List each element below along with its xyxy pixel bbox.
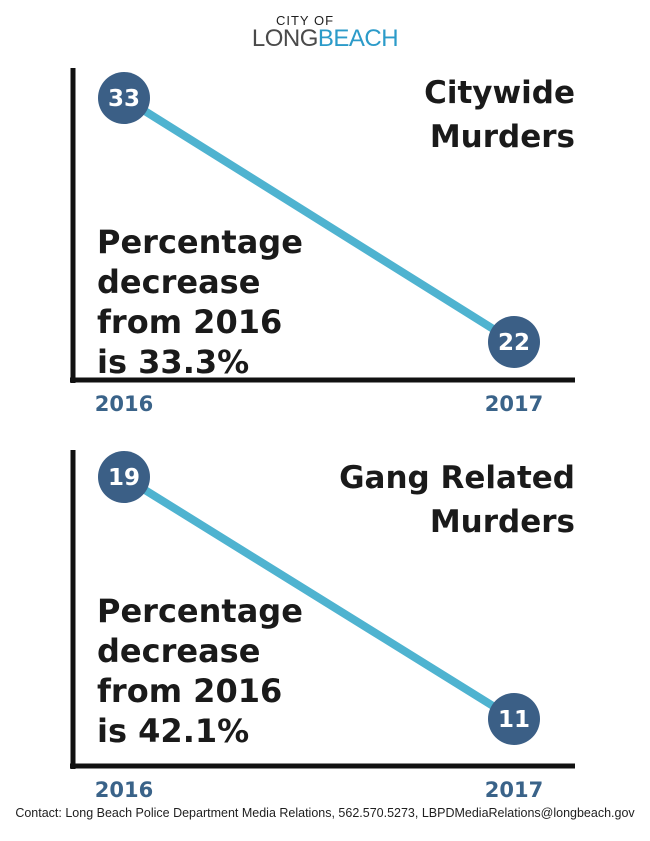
logo-city-of: CITY OF [275, 13, 335, 28]
gang-annotation-line-4: is 42.1% [97, 712, 249, 750]
logo-long-beach: LONGBEACH [0, 25, 650, 52]
contact-footer: Contact: Long Beach Police Department Me… [15, 806, 635, 820]
logo-beach: BEACH [317, 25, 399, 52]
citywide-annotation-line-2: decrease [97, 263, 260, 301]
citywide-point-2017 [488, 316, 540, 368]
gang-x-tick-2016: 2016 [95, 778, 153, 800]
gang-annotation-line-2: decrease [97, 632, 260, 670]
citywide-x-tick-2017: 2017 [485, 392, 543, 416]
gang-annotation-line-1: Percentage [97, 592, 303, 630]
citywide-murders-chart: 33 22 2016 2017 Citywide Murders Percentagedec… [70, 68, 575, 416]
citywide-title-line-2: Murders [430, 119, 575, 155]
gang-point-2016 [98, 451, 150, 503]
gang-title-line-2: Murders [430, 504, 575, 540]
gang-related-murders-chart: 19 11 2016 2017 Gang Related Murders Percentag… [70, 450, 575, 800]
gang-x-tick-2017: 2017 [485, 778, 543, 800]
citywide-annotation-line-1: Percentage [97, 223, 303, 261]
citywide-point-2016 [98, 72, 150, 124]
citywide-series-line [120, 94, 518, 346]
citywide-annotation-line-3: from 2016 [97, 303, 282, 341]
gang-series-line [120, 473, 518, 723]
logo-long: LONG [251, 25, 319, 52]
gang-title-line-1: Gang Related [339, 460, 575, 496]
citywide-annotation-line-4: is 33.3% [97, 343, 249, 381]
citywide-x-tick-2016: 2016 [95, 392, 153, 416]
city-logo: CITY OF LONGBEACH [0, 13, 650, 52]
citywide-point-label-2016: 33 [108, 86, 140, 112]
gang-point-label-2017: 11 [498, 707, 530, 733]
gang-annotation-line-3: from 2016 [97, 672, 282, 710]
citywide-title-line-1: Citywide [424, 75, 575, 111]
gang-point-label-2016: 19 [108, 465, 140, 491]
citywide-point-label-2017: 22 [498, 330, 530, 356]
gang-point-2017 [488, 693, 540, 745]
